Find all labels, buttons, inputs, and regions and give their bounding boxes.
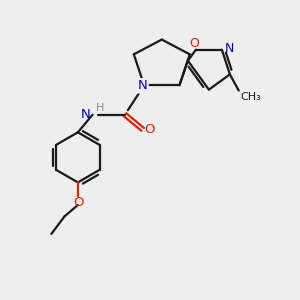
Text: O: O [144, 123, 154, 136]
Text: N: N [138, 79, 148, 92]
Text: N: N [224, 42, 234, 55]
Text: CH₃: CH₃ [240, 92, 261, 102]
Text: O: O [73, 196, 83, 208]
Text: H: H [96, 103, 104, 113]
Text: N: N [80, 108, 90, 121]
Text: O: O [190, 37, 200, 50]
